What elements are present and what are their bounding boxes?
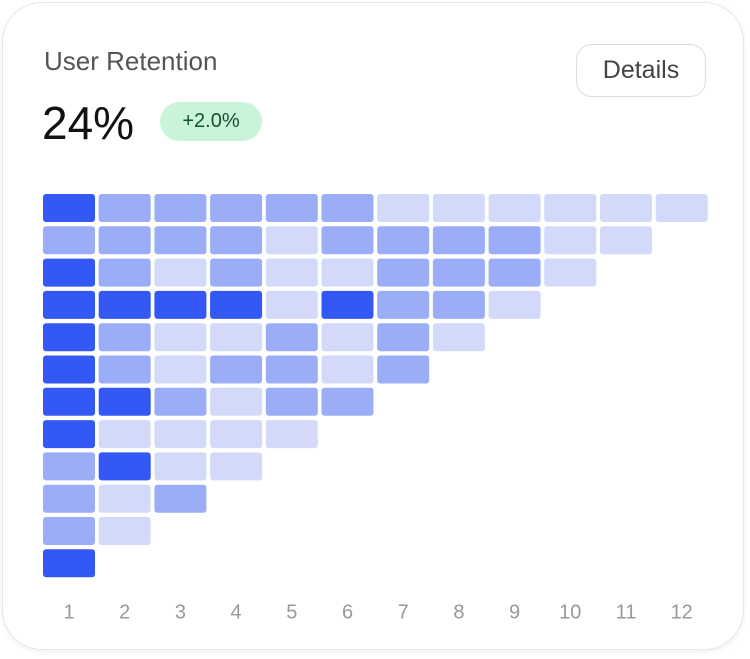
column-label: 11 [616,601,637,623]
title: User Retention [44,46,218,76]
cell [154,258,207,287]
cell [321,323,374,352]
cell [488,258,541,287]
cell [98,355,151,384]
headline-value: 24% [42,97,135,149]
cell [43,258,95,287]
cell [321,355,374,384]
cell [600,226,652,255]
cell [265,420,318,449]
details-button[interactable]: Details [576,44,706,97]
cell [210,355,263,384]
cell [154,387,207,416]
cell [98,194,151,222]
cell [544,258,597,287]
cell [154,290,207,319]
cell [98,258,151,287]
cell [321,290,374,319]
cell [210,323,263,352]
cell [321,258,374,287]
cell [43,290,95,319]
cell [43,355,95,384]
cell [43,549,95,578]
cell [154,452,207,481]
cell [377,194,430,222]
cell [43,484,95,513]
cell [377,290,430,319]
cell [43,194,95,222]
cell [98,226,151,255]
cell [265,194,318,222]
column-label: 12 [671,601,693,623]
cell [655,194,708,222]
cell [321,226,374,255]
column-label: 5 [286,601,297,623]
change-badge: +2.0% [160,102,262,141]
cell [377,258,430,287]
column-label: 6 [342,601,353,623]
cell [210,290,263,319]
cell [377,355,430,384]
cell [210,420,263,449]
cell [43,517,95,545]
cell [154,226,207,255]
cell [43,452,95,481]
cell [488,194,541,222]
column-label: 8 [453,601,464,623]
cell [265,387,318,416]
cell [321,387,374,416]
cell [265,355,318,384]
cell [432,194,485,222]
column-label: 10 [559,601,581,623]
card [2,2,744,650]
column-label: 3 [175,601,186,623]
cell [321,194,374,222]
cell [432,290,485,319]
cell [43,323,95,352]
cell [98,517,151,545]
cell [488,226,541,255]
column-label: 7 [398,601,409,623]
cell [98,323,151,352]
cell [43,226,95,255]
cell [154,323,207,352]
cell [600,194,652,222]
cell [544,226,597,255]
cell [98,484,151,513]
column-label: 9 [509,601,520,623]
cell [265,323,318,352]
cell [98,452,151,481]
cell [154,194,207,222]
cell [210,452,263,481]
cell [210,226,263,255]
cell [98,387,151,416]
cell [210,387,263,416]
cell [265,290,318,319]
cell [432,323,485,352]
cell [210,258,263,287]
cell [98,420,151,449]
cell [488,290,541,319]
cell [377,323,430,352]
cell [432,226,485,255]
cell [210,194,263,222]
column-label: 1 [63,601,74,623]
cell [377,226,430,255]
cell [265,226,318,255]
column-label: 2 [119,601,130,623]
cell [154,484,207,513]
cell [154,420,207,449]
cell [43,387,95,416]
cell [43,420,95,449]
cell [544,194,597,222]
column-label: 4 [231,601,242,623]
cell [265,258,318,287]
cell [432,258,485,287]
cell [98,290,151,319]
cell [154,355,207,384]
